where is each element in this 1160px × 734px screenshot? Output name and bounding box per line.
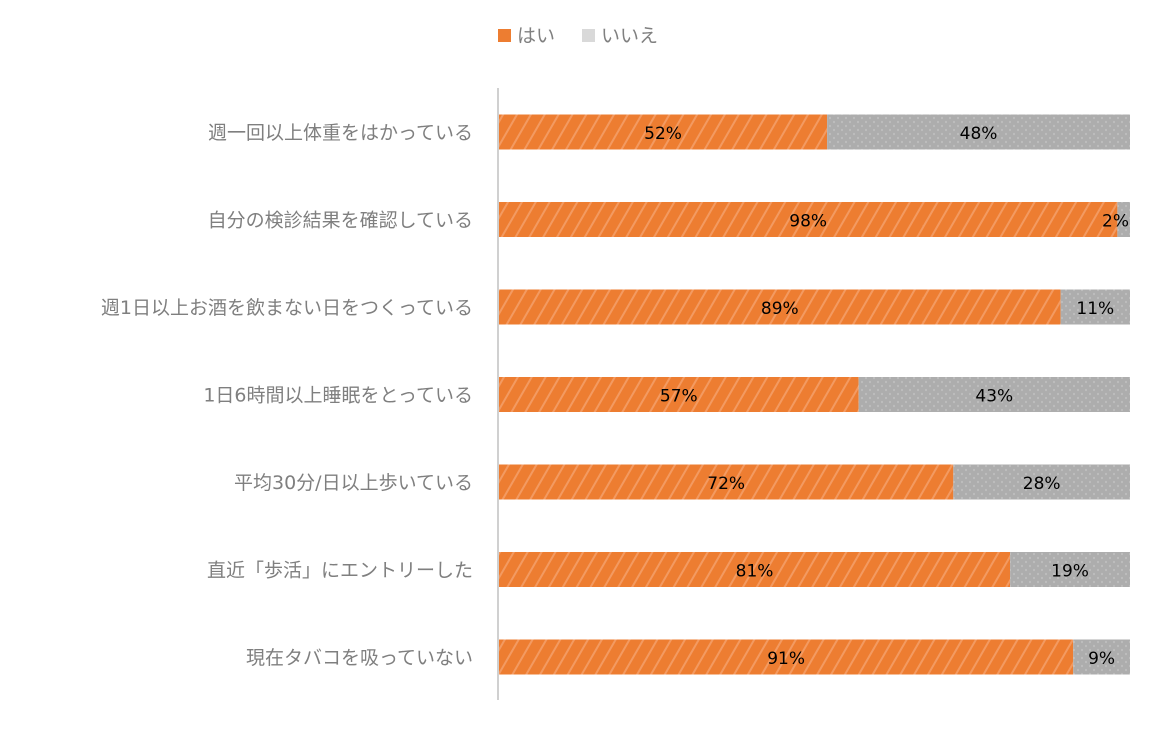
data-label: 11%	[1076, 299, 1114, 319]
category-label: 1日6時間以上睡眠をとっている	[203, 385, 473, 407]
data-label: 98%	[789, 212, 827, 232]
bar-row: 現在タバコを吸っていない 91% 9%	[246, 639, 1130, 675]
data-label: 28%	[1023, 474, 1061, 494]
data-label: 2%	[1102, 212, 1129, 232]
data-label: 48%	[960, 124, 998, 144]
data-label: 19%	[1051, 562, 1089, 582]
bar-row: 自分の検診結果を確認している 98% 2%	[208, 202, 1130, 237]
legend-label-2: いいえ	[601, 25, 658, 47]
category-label: 自分の検診結果を確認している	[208, 210, 473, 232]
legend-swatch-1	[498, 29, 511, 42]
data-label: 52%	[644, 124, 682, 144]
bar-segment-no	[1060, 289, 1130, 325]
bar-segment-no	[858, 377, 1130, 412]
bar-row: 直近「歩活」にエントリーした 81% 19%	[207, 552, 1130, 587]
legend: はい いいえ	[498, 25, 658, 47]
category-label: 週一回以上体重をはかっている	[208, 122, 473, 144]
data-label: 89%	[761, 299, 799, 319]
bar-segment-no	[1117, 202, 1130, 237]
bar-row: 週1日以上お酒を飲まない日をつくっている 89% 11%	[101, 289, 1130, 325]
bars: 週一回以上体重をはかっている 52% 48% 自分の検診結果を確認している 98% 2% 週…	[101, 114, 1130, 675]
data-label: 57%	[660, 387, 698, 407]
bar-segment-yes	[499, 552, 1011, 587]
data-label: 9%	[1088, 649, 1115, 669]
bar-segment-no	[1010, 552, 1130, 587]
bar-segment-no	[827, 114, 1130, 150]
bar-segment-yes	[499, 202, 1118, 237]
bar-segment-yes	[499, 639, 1074, 675]
bar-segment-no	[953, 464, 1130, 500]
data-label: 43%	[975, 387, 1013, 407]
legend-swatch-2	[582, 29, 595, 42]
category-label: 現在タバコを吸っていない	[246, 647, 473, 669]
data-label: 81%	[736, 562, 774, 582]
bar-segment-yes	[499, 114, 828, 150]
bar-row: 平均30分/日以上歩いている 72% 28%	[234, 464, 1130, 500]
category-label: 週1日以上お酒を飲まない日をつくっている	[101, 297, 473, 319]
bar-segment-yes	[499, 464, 954, 500]
data-label: 91%	[767, 649, 805, 669]
category-label: 平均30分/日以上歩いている	[234, 472, 473, 494]
bar-segment-no	[1073, 639, 1130, 675]
data-label: 72%	[707, 474, 745, 494]
legend-label-1: はい	[517, 25, 555, 47]
bar-row: 週一回以上体重をはかっている 52% 48%	[208, 114, 1130, 150]
category-label: 直近「歩活」にエントリーした	[207, 560, 473, 582]
bar-row: 1日6時間以上睡眠をとっている 57% 43%	[203, 377, 1130, 412]
bar-segment-yes	[499, 377, 859, 412]
bar-segment-yes	[499, 289, 1061, 325]
